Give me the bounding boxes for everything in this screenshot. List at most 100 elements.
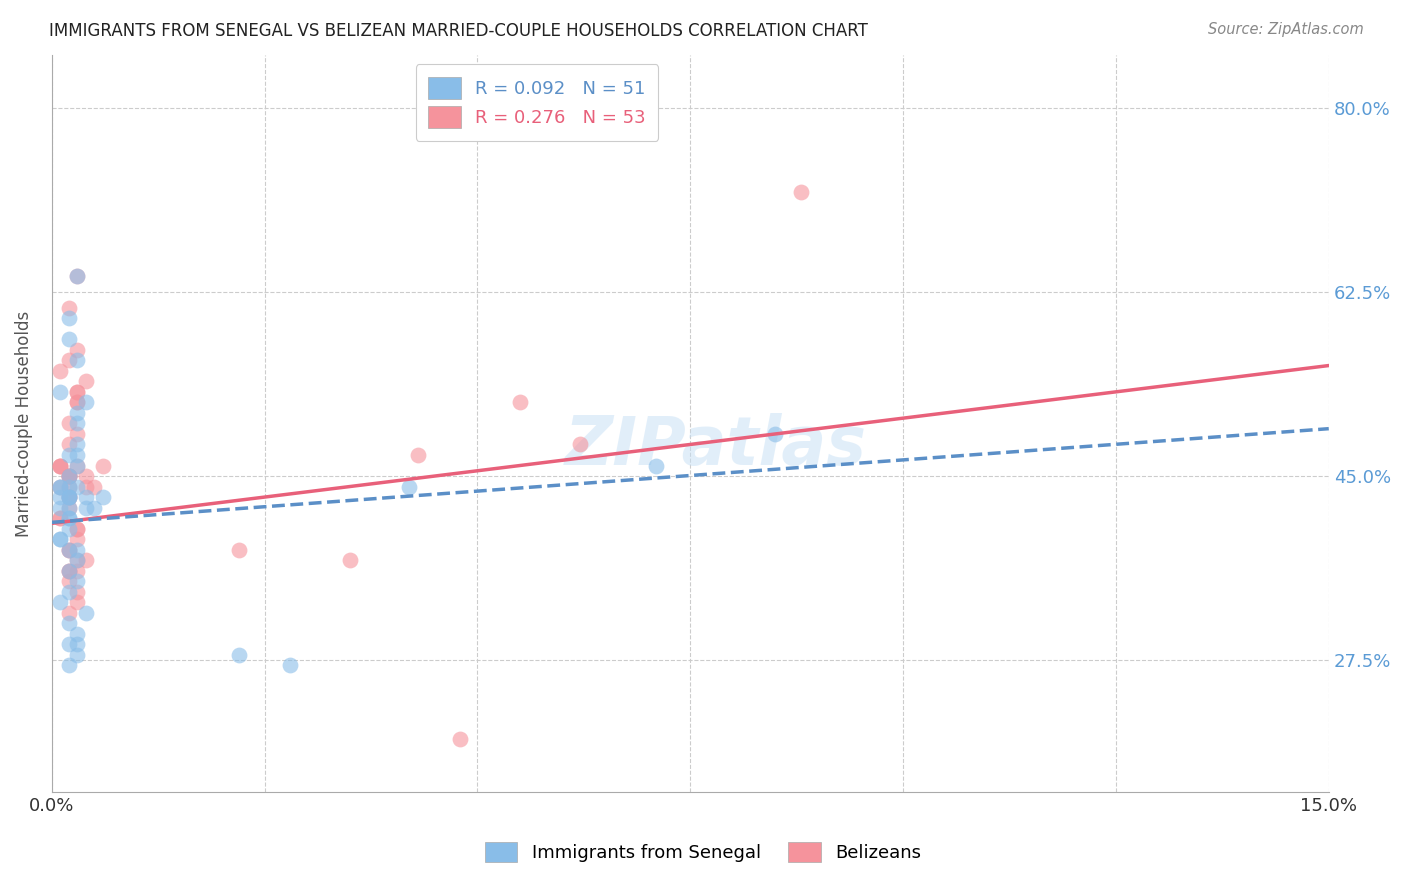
Point bbox=[49, 532, 72, 546]
Point bbox=[75, 553, 97, 567]
Point bbox=[58, 479, 80, 493]
Point bbox=[58, 511, 80, 525]
Point bbox=[66, 584, 89, 599]
Legend: R = 0.092   N = 51, R = 0.276   N = 53: R = 0.092 N = 51, R = 0.276 N = 53 bbox=[416, 64, 658, 141]
Point bbox=[66, 595, 89, 609]
Point bbox=[49, 479, 72, 493]
Point bbox=[66, 384, 89, 399]
Point bbox=[66, 479, 89, 493]
Point bbox=[58, 606, 80, 620]
Point bbox=[49, 532, 72, 546]
Point bbox=[66, 522, 89, 536]
Point bbox=[645, 458, 668, 473]
Point bbox=[75, 606, 97, 620]
Point bbox=[83, 479, 105, 493]
Point bbox=[58, 584, 80, 599]
Point bbox=[49, 595, 72, 609]
Point bbox=[790, 185, 813, 199]
Point bbox=[75, 395, 97, 409]
Point bbox=[58, 353, 80, 368]
Point bbox=[91, 458, 114, 473]
Point bbox=[58, 574, 80, 589]
Point bbox=[58, 469, 80, 483]
Point bbox=[228, 542, 250, 557]
Point bbox=[66, 542, 89, 557]
Y-axis label: Married-couple Households: Married-couple Households bbox=[15, 310, 32, 537]
Point bbox=[58, 511, 80, 525]
Point bbox=[58, 469, 80, 483]
Point bbox=[75, 500, 97, 515]
Point bbox=[58, 490, 80, 504]
Point bbox=[58, 637, 80, 651]
Point bbox=[66, 627, 89, 641]
Point bbox=[66, 343, 89, 357]
Point bbox=[58, 542, 80, 557]
Point bbox=[49, 511, 72, 525]
Point bbox=[58, 469, 80, 483]
Point bbox=[66, 269, 89, 284]
Point bbox=[58, 332, 80, 346]
Point bbox=[66, 437, 89, 451]
Point bbox=[66, 426, 89, 441]
Point bbox=[763, 426, 786, 441]
Point bbox=[66, 648, 89, 662]
Point bbox=[49, 479, 72, 493]
Point bbox=[66, 353, 89, 368]
Point bbox=[91, 490, 114, 504]
Point bbox=[66, 522, 89, 536]
Point bbox=[58, 564, 80, 578]
Point bbox=[509, 395, 531, 409]
Point bbox=[49, 458, 72, 473]
Point bbox=[339, 553, 361, 567]
Point bbox=[66, 417, 89, 431]
Point bbox=[58, 469, 80, 483]
Point bbox=[75, 479, 97, 493]
Point bbox=[66, 395, 89, 409]
Point bbox=[58, 490, 80, 504]
Point bbox=[49, 490, 72, 504]
Text: Source: ZipAtlas.com: Source: ZipAtlas.com bbox=[1208, 22, 1364, 37]
Point bbox=[568, 437, 591, 451]
Point bbox=[66, 395, 89, 409]
Point bbox=[66, 448, 89, 462]
Point bbox=[75, 490, 97, 504]
Point bbox=[66, 458, 89, 473]
Point bbox=[66, 532, 89, 546]
Point bbox=[58, 542, 80, 557]
Point bbox=[83, 500, 105, 515]
Point bbox=[66, 637, 89, 651]
Point bbox=[58, 522, 80, 536]
Point bbox=[278, 658, 301, 673]
Point bbox=[58, 417, 80, 431]
Point bbox=[58, 490, 80, 504]
Point bbox=[49, 458, 72, 473]
Point bbox=[66, 406, 89, 420]
Point bbox=[75, 375, 97, 389]
Point bbox=[58, 437, 80, 451]
Point bbox=[49, 511, 72, 525]
Point bbox=[406, 448, 429, 462]
Point bbox=[49, 479, 72, 493]
Point bbox=[58, 301, 80, 315]
Point bbox=[58, 658, 80, 673]
Point bbox=[58, 564, 80, 578]
Point bbox=[49, 500, 72, 515]
Point bbox=[66, 269, 89, 284]
Point bbox=[449, 732, 471, 747]
Point bbox=[58, 616, 80, 631]
Point bbox=[66, 564, 89, 578]
Point bbox=[398, 479, 420, 493]
Text: IMMIGRANTS FROM SENEGAL VS BELIZEAN MARRIED-COUPLE HOUSEHOLDS CORRELATION CHART: IMMIGRANTS FROM SENEGAL VS BELIZEAN MARR… bbox=[49, 22, 868, 40]
Text: ZIPatlas: ZIPatlas bbox=[565, 412, 866, 478]
Point bbox=[58, 479, 80, 493]
Point bbox=[49, 384, 72, 399]
Point bbox=[66, 458, 89, 473]
Point bbox=[58, 500, 80, 515]
Point bbox=[58, 542, 80, 557]
Point bbox=[58, 490, 80, 504]
Point bbox=[58, 448, 80, 462]
Point bbox=[58, 500, 80, 515]
Point bbox=[58, 469, 80, 483]
Legend: Immigrants from Senegal, Belizeans: Immigrants from Senegal, Belizeans bbox=[478, 835, 928, 870]
Point bbox=[66, 553, 89, 567]
